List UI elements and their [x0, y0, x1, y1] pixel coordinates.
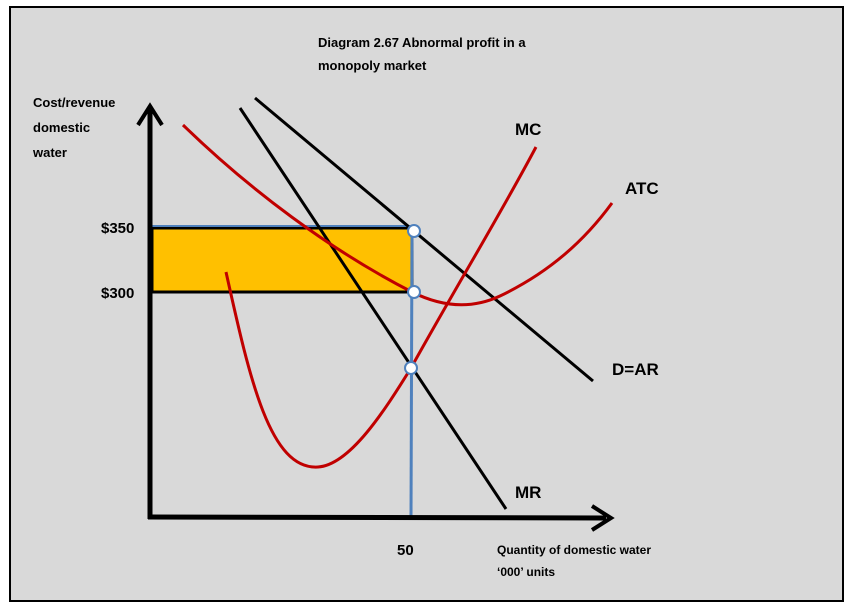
diagram-frame	[9, 6, 844, 602]
y-axis-arrow-icon	[136, 102, 164, 127]
mr-label: MR	[515, 483, 541, 502]
abnormal-profit-area	[150, 226, 414, 294]
demand-label: D=AR	[612, 360, 659, 379]
x-axis-arrow-icon	[590, 504, 615, 532]
atc-curve	[181, 123, 614, 307]
mc-curve	[224, 146, 538, 469]
demand-ar-curve	[254, 96, 594, 383]
x-axis	[147, 514, 607, 521]
mr-curve	[238, 107, 508, 510]
y-axis-label-3: water	[32, 145, 67, 160]
mc-mr-point	[404, 361, 418, 375]
y-tick-300: $300	[101, 285, 134, 302]
atc-label: ATC	[625, 179, 659, 198]
y-axis-label-2: domestic	[33, 120, 90, 135]
x-axis-label-2: ‘000’ units	[497, 565, 555, 579]
y-axis-label-1: Cost/revenue	[33, 95, 115, 110]
x-tick-50: 50	[397, 542, 414, 559]
title-line-1: Diagram 2.67 Abnormal profit in a	[318, 35, 526, 50]
atc-point	[407, 285, 421, 299]
price-point	[407, 224, 421, 238]
title-line-2: monopoly market	[318, 58, 427, 73]
x-axis-label-1: Quantity of domestic water	[497, 543, 651, 557]
y-tick-350: $350	[101, 220, 134, 237]
mc-label: MC	[515, 120, 541, 139]
